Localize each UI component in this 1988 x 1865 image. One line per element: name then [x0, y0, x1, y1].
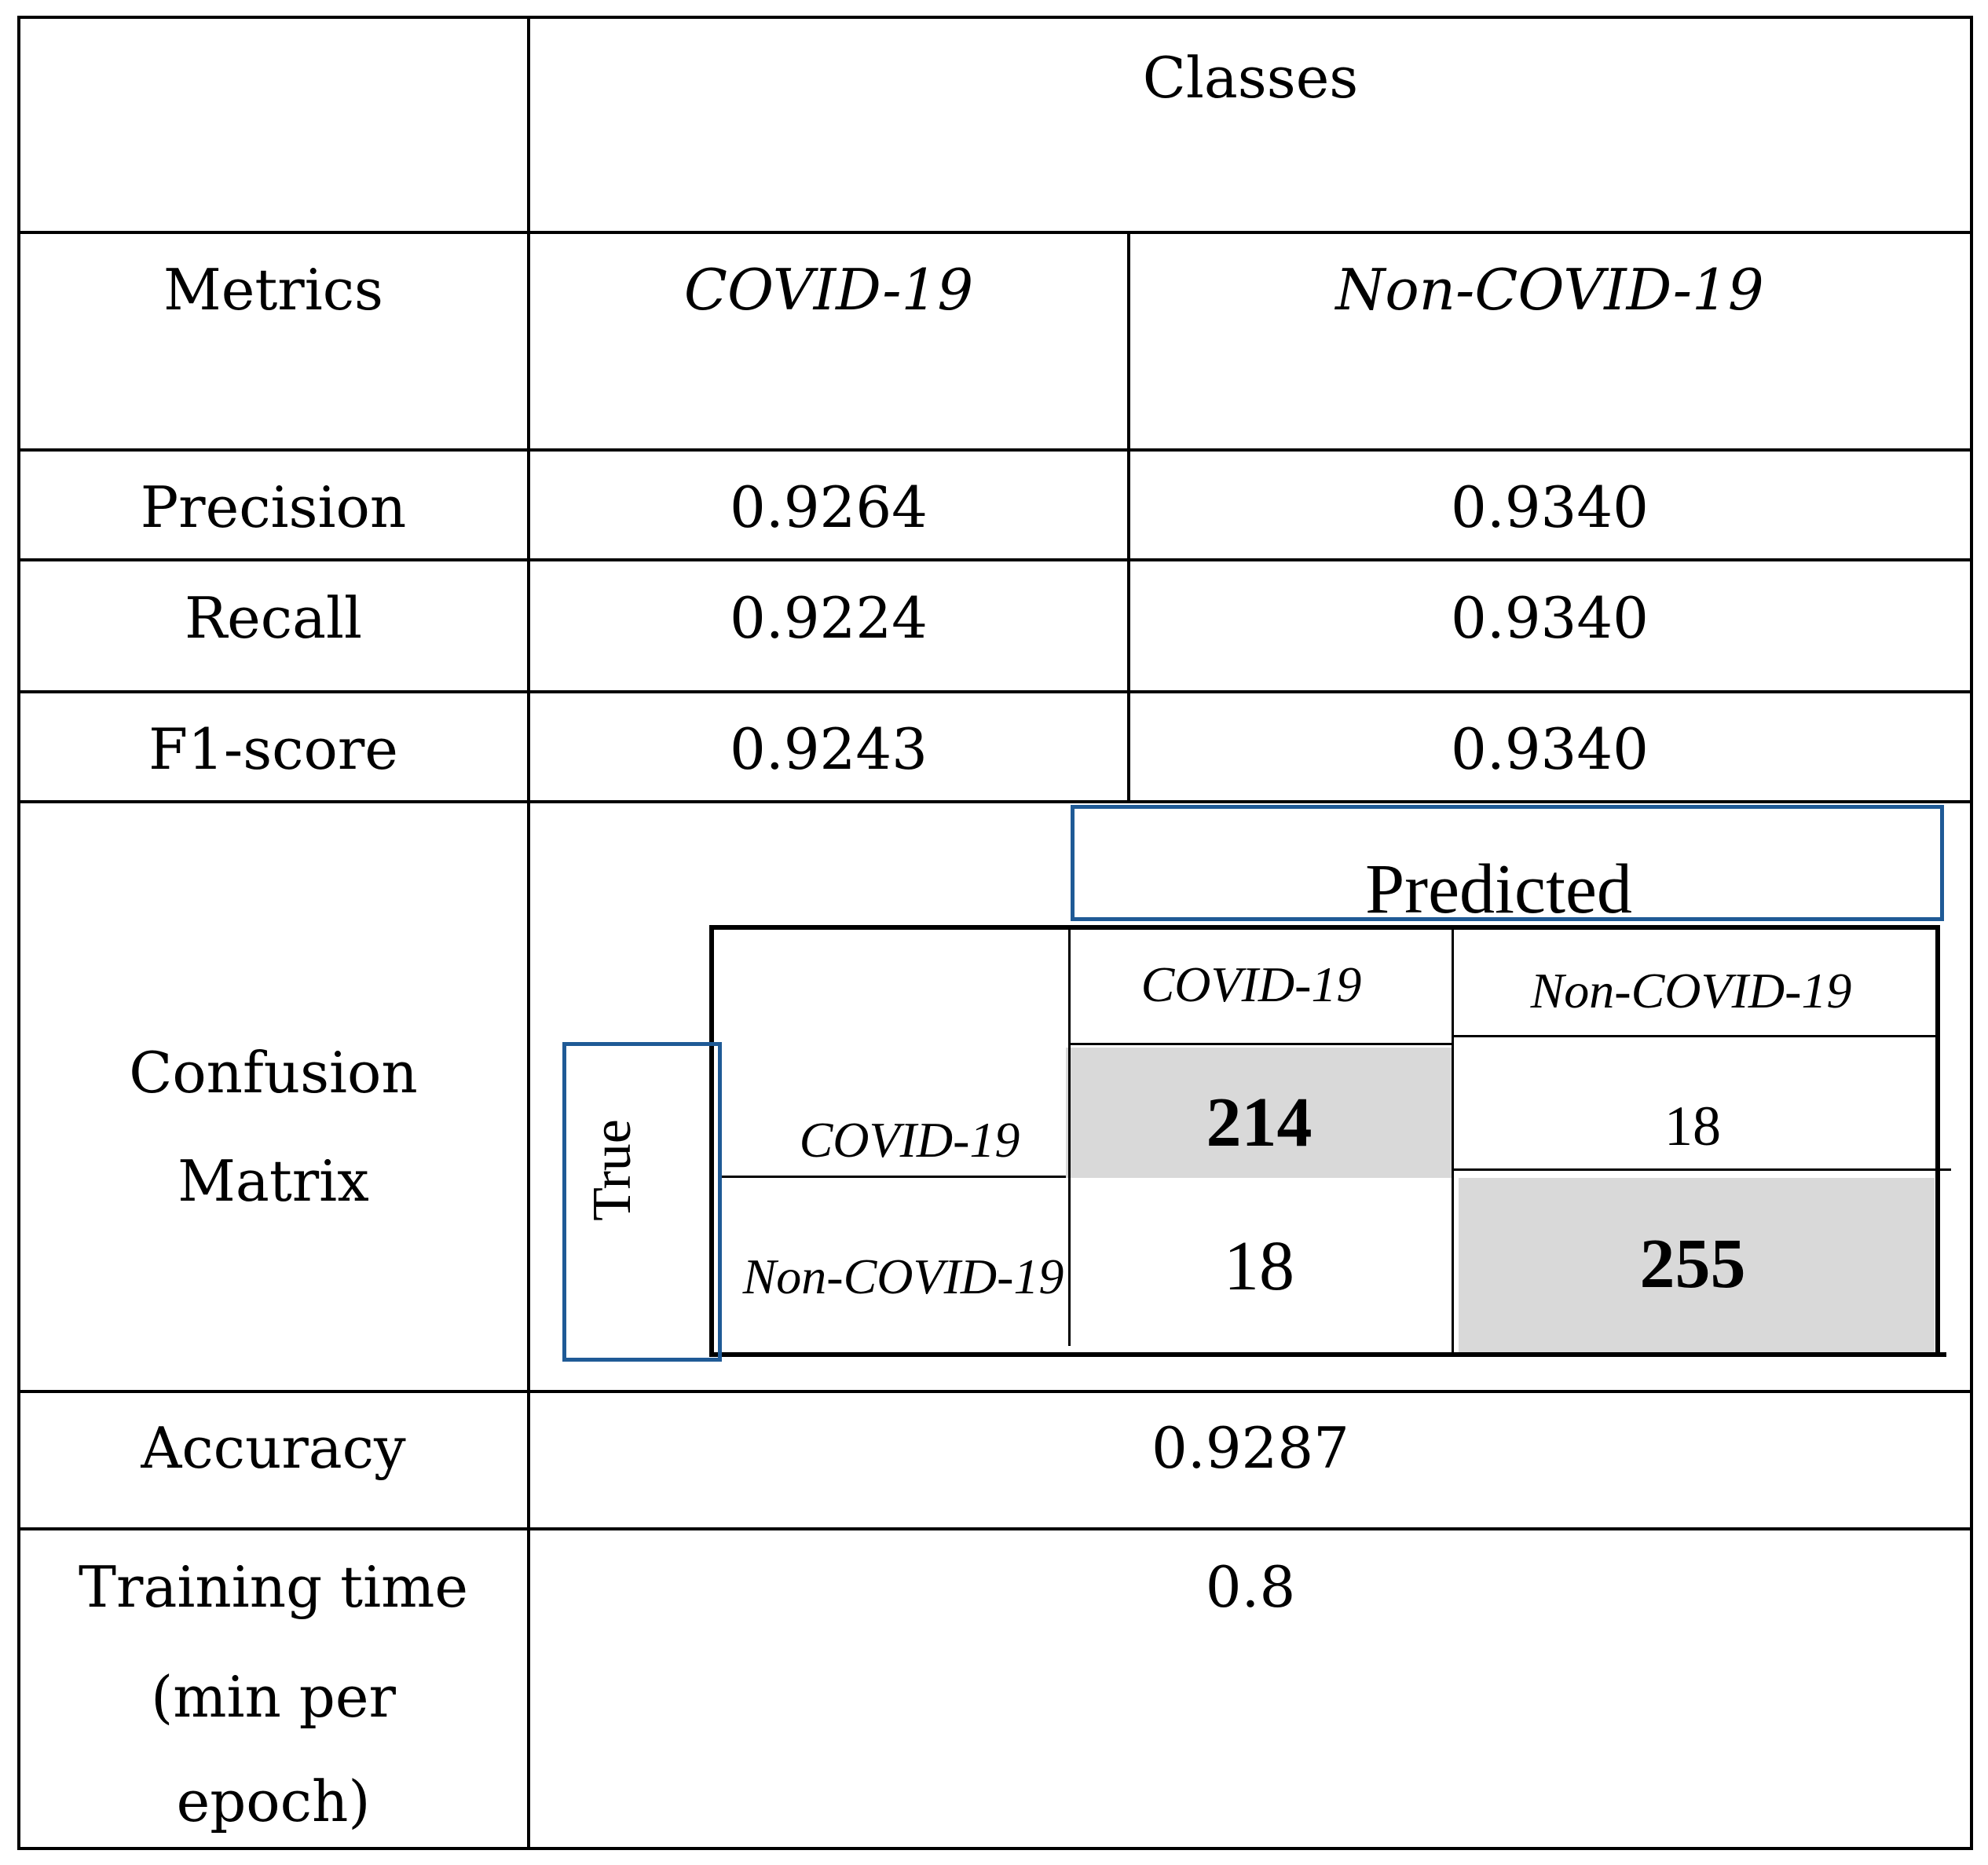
cm-col-covid: COVID-19	[1140, 956, 1362, 1012]
training-time-label-line2: (min per	[151, 1664, 396, 1730]
table-rule	[17, 231, 1973, 234]
cm-col-divider	[1068, 930, 1071, 1346]
cm-row-divider	[1453, 1035, 1935, 1037]
recall-non-covid: 0.9340	[1451, 585, 1649, 651]
cm-cell-tn: 255	[1639, 1225, 1746, 1303]
covid-column-header: COVID-19	[683, 257, 974, 323]
classes-header: Classes	[1142, 45, 1359, 111]
precision-non-covid: 0.9340	[1451, 474, 1649, 540]
cm-row-non-covid: Non-COVID-19	[742, 1249, 1064, 1304]
cm-row-divider	[1071, 1043, 1453, 1045]
accuracy-label: Accuracy	[141, 1415, 406, 1481]
cm-highlight-tp	[1066, 1048, 1453, 1178]
precision-label: Precision	[140, 474, 407, 540]
table-rule	[17, 1527, 1973, 1530]
precision-covid: 0.9264	[730, 474, 928, 540]
recall-label: Recall	[184, 585, 363, 651]
cm-highlight-tn	[1459, 1178, 1935, 1355]
confusion-label-line1: Confusion	[129, 1040, 418, 1106]
accuracy-value: 0.9287	[1151, 1415, 1349, 1481]
cm-border-bottom	[709, 1352, 1946, 1357]
cm-predicted-box	[1071, 805, 1944, 921]
table-border-top	[17, 16, 1973, 19]
recall-covid: 0.9224	[730, 585, 928, 651]
cm-border-left	[709, 925, 714, 1357]
table-rule	[17, 1390, 1973, 1393]
table-rule	[17, 448, 1973, 452]
metrics-header: Metrics	[163, 257, 383, 323]
confusion-label-line2: Matrix	[178, 1148, 369, 1214]
cm-col-divider	[1452, 930, 1454, 1352]
training-time-value: 0.8	[1205, 1554, 1296, 1620]
table-border-left	[17, 16, 20, 1850]
table-rule	[17, 800, 1973, 803]
cm-true-label: True	[582, 1119, 643, 1221]
table-column-divider	[1127, 231, 1130, 802]
cm-cell-fn: 18	[1664, 1095, 1721, 1157]
cm-predicted-label: Predicted	[1365, 850, 1632, 928]
f1-non-covid: 0.9340	[1451, 716, 1649, 782]
non-covid-column-header: Non-COVID-19	[1335, 257, 1764, 323]
cm-true-box	[562, 1042, 722, 1362]
cm-row-divider	[1453, 1168, 1951, 1171]
table-rule	[17, 690, 1973, 693]
cm-border-top	[709, 925, 1940, 930]
cm-cell-fp: 18	[1224, 1227, 1294, 1305]
cm-row-divider	[719, 1176, 1066, 1178]
f1-label: F1-score	[148, 716, 398, 782]
training-time-label-line3: epoch)	[176, 1768, 371, 1834]
table-column-divider	[527, 16, 530, 1850]
cm-col-non-covid: Non-COVID-19	[1530, 963, 1852, 1018]
cm-border-right	[1935, 925, 1940, 1357]
cm-cell-tp: 214	[1206, 1084, 1313, 1161]
f1-covid: 0.9243	[730, 716, 928, 782]
table-border-bottom	[17, 1847, 1973, 1850]
table-rule	[17, 558, 1973, 561]
table-border-right	[1970, 16, 1973, 1850]
training-time-label-line1: Training time	[79, 1554, 468, 1620]
cm-row-covid: COVID-19	[799, 1112, 1020, 1168]
